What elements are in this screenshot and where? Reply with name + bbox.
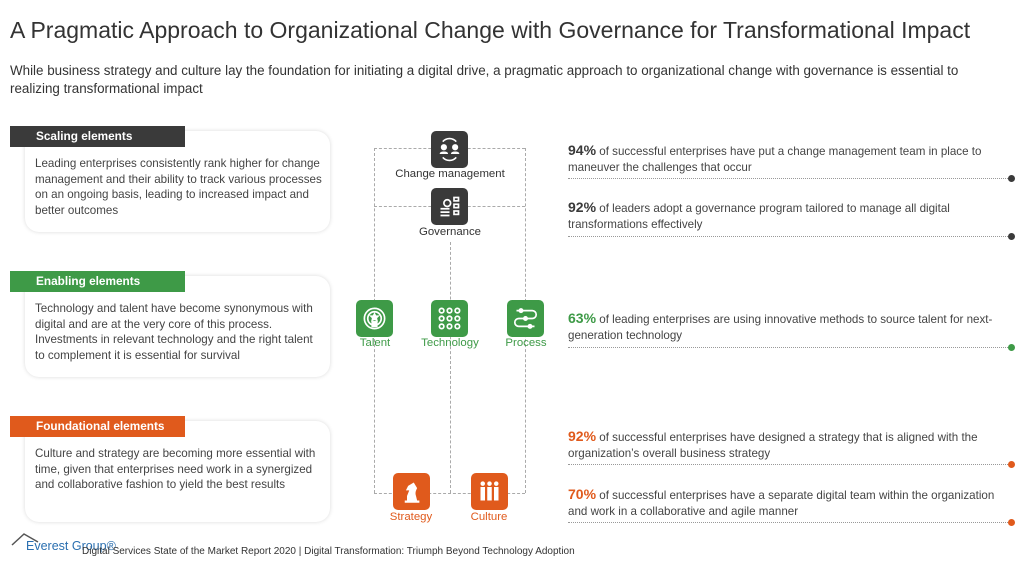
foundational-text: Culture and strategy are becoming more e…	[35, 447, 316, 491]
stat-text: of leading enterprises are using innovat…	[568, 313, 993, 342]
stat-text: of successful enterprises have put a cha…	[568, 145, 982, 174]
divider	[568, 344, 1015, 351]
scaling-text: Leading enterprises consistently rank hi…	[35, 157, 322, 217]
logo-text: Everest Group®	[26, 539, 116, 553]
stat-text: of successful enterprises have designed …	[568, 431, 978, 460]
stat-strategy: 92% of successful enterprises have desig…	[568, 428, 998, 462]
stat-text: of successful enterprises have a separat…	[568, 489, 995, 518]
talent-icon	[356, 300, 393, 337]
foundational-label: Foundational elements	[10, 416, 185, 437]
divider	[568, 233, 1015, 240]
stat-value: 63%	[568, 310, 597, 326]
stat-value: 92%	[568, 428, 597, 444]
stat-change-management: 94% of successful enterprises have put a…	[568, 142, 998, 176]
culture-label: Culture	[470, 511, 508, 523]
stat-value: 70%	[568, 486, 597, 502]
process-label: Process	[505, 337, 547, 349]
governance-label: Governance	[418, 226, 482, 238]
connector	[374, 493, 525, 494]
stat-value: 94%	[568, 142, 597, 158]
stat-talent: 63% of leading enterprises are using inn…	[568, 310, 998, 344]
strategy-label: Strategy	[389, 511, 433, 523]
stat-value: 92%	[568, 199, 597, 215]
scaling-label: Scaling elements	[10, 126, 185, 147]
divider	[568, 461, 1015, 468]
culture-icon	[471, 473, 508, 510]
change-management-label: Change management	[395, 168, 505, 180]
connector	[450, 242, 451, 493]
technology-label: Technology	[421, 337, 479, 349]
page-subtitle: While business strategy and culture lay …	[10, 63, 959, 96]
footer-source: Digital Services State of the Market Rep…	[82, 546, 575, 557]
scaling-card: Leading enterprises consistently rank hi…	[25, 131, 330, 232]
talent-label: Talent	[359, 337, 391, 349]
change-management-icon	[431, 131, 468, 168]
enabling-label: Enabling elements	[10, 271, 185, 292]
strategy-icon	[393, 473, 430, 510]
divider	[568, 175, 1015, 182]
technology-icon	[431, 300, 468, 337]
stat-governance: 92% of leaders adopt a governance progra…	[568, 199, 998, 233]
divider	[568, 519, 1015, 526]
page-title: A Pragmatic Approach to Organizational C…	[10, 17, 971, 43]
stat-text: of leaders adopt a governance program ta…	[568, 202, 950, 231]
stat-culture: 70% of successful enterprises have a sep…	[568, 486, 998, 520]
governance-icon	[431, 188, 468, 225]
foundational-card: Culture and strategy are becoming more e…	[25, 421, 330, 522]
process-icon	[507, 300, 544, 337]
enabling-text: Technology and talent have become synony…	[35, 302, 313, 362]
enabling-card: Technology and talent have become synony…	[25, 276, 330, 377]
